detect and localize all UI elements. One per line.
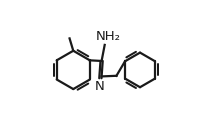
Text: NH₂: NH₂: [95, 30, 120, 43]
Text: N: N: [95, 80, 105, 94]
